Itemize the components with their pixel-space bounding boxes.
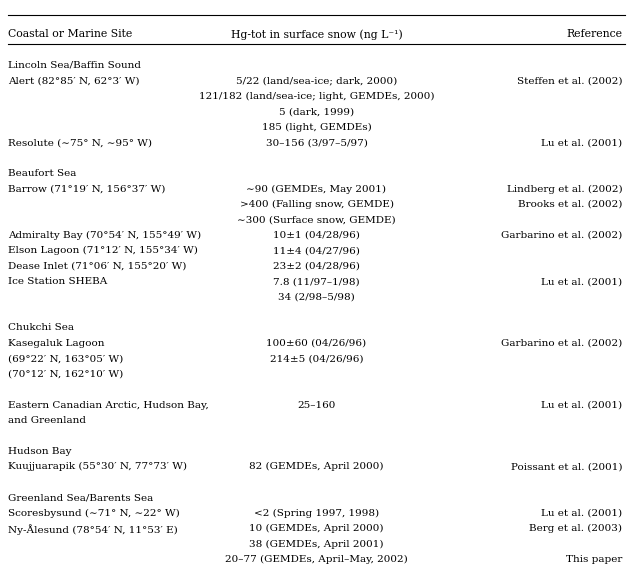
Text: 214±5 (04/26/96): 214±5 (04/26/96) [270, 354, 363, 363]
Text: Kasegaluk Lagoon: Kasegaluk Lagoon [8, 339, 104, 348]
Text: (69°22′ N, 163°05′ W): (69°22′ N, 163°05′ W) [8, 354, 123, 363]
Text: Admiralty Bay (70°54′ N, 155°49′ W): Admiralty Bay (70°54′ N, 155°49′ W) [8, 231, 201, 240]
Text: Brooks et al. (2002): Brooks et al. (2002) [518, 200, 622, 209]
Text: This paper: This paper [566, 555, 622, 564]
Text: Resolute (∼75° N, ∼95° W): Resolute (∼75° N, ∼95° W) [8, 138, 152, 147]
Text: 185 (light, GEMDEs): 185 (light, GEMDEs) [261, 123, 372, 132]
Text: Barrow (71°19′ N, 156°37′ W): Barrow (71°19′ N, 156°37′ W) [8, 184, 165, 193]
Text: Greenland Sea/Barents Sea: Greenland Sea/Barents Sea [8, 493, 153, 502]
Text: Garbarino et al. (2002): Garbarino et al. (2002) [501, 339, 622, 348]
Text: 5 (dark, 1999): 5 (dark, 1999) [279, 107, 354, 116]
Text: ∼300 (Surface snow, GEMDE): ∼300 (Surface snow, GEMDE) [237, 215, 396, 224]
Text: 30–156 (3/97–5/97): 30–156 (3/97–5/97) [266, 138, 367, 147]
Text: 121/182 (land/sea-ice; light, GEMDEs, 2000): 121/182 (land/sea-ice; light, GEMDEs, 20… [199, 92, 434, 101]
Text: and Greenland: and Greenland [8, 416, 85, 425]
Text: Lindberg et al. (2002): Lindberg et al. (2002) [506, 184, 622, 194]
Text: 38 (GEMDEs, April 2001): 38 (GEMDEs, April 2001) [249, 540, 384, 549]
Text: 23±2 (04/28/96): 23±2 (04/28/96) [273, 262, 360, 271]
Text: 7.8 (11/97–1/98): 7.8 (11/97–1/98) [273, 277, 360, 286]
Text: Coastal or Marine Site: Coastal or Marine Site [8, 29, 132, 39]
Text: 34 (2/98–5/98): 34 (2/98–5/98) [278, 293, 355, 302]
Text: <2 (Spring 1997, 1998): <2 (Spring 1997, 1998) [254, 508, 379, 518]
Text: 11±4 (04/27/96): 11±4 (04/27/96) [273, 246, 360, 255]
Text: ∼90 (GEMDEs, May 2001): ∼90 (GEMDEs, May 2001) [246, 184, 387, 194]
Text: Hg-tot in surface snow (ng L⁻¹): Hg-tot in surface snow (ng L⁻¹) [230, 29, 403, 40]
Text: Eastern Canadian Arctic, Hudson Bay,: Eastern Canadian Arctic, Hudson Bay, [8, 401, 208, 410]
Text: Lu et al. (2001): Lu et al. (2001) [541, 508, 622, 518]
Text: 5/22 (land/sea-ice; dark, 2000): 5/22 (land/sea-ice; dark, 2000) [236, 76, 397, 85]
Text: Lu et al. (2001): Lu et al. (2001) [541, 277, 622, 286]
Text: >400 (Falling snow, GEMDE): >400 (Falling snow, GEMDE) [239, 200, 394, 209]
Text: 20–77 (GEMDEs, April–May, 2002): 20–77 (GEMDEs, April–May, 2002) [225, 555, 408, 564]
Text: Beaufort Sea: Beaufort Sea [8, 169, 76, 178]
Text: 25–160: 25–160 [298, 401, 335, 410]
Text: 82 (GEMDEs, April 2000): 82 (GEMDEs, April 2000) [249, 462, 384, 471]
Text: Lincoln Sea/Baffin Sound: Lincoln Sea/Baffin Sound [8, 61, 141, 70]
Text: Kuujjuarapik (55°30′ N, 77°73′ W): Kuujjuarapik (55°30′ N, 77°73′ W) [8, 462, 187, 471]
Text: Garbarino et al. (2002): Garbarino et al. (2002) [501, 231, 622, 240]
Text: Alert (82°85′ N, 62°3′ W): Alert (82°85′ N, 62°3′ W) [8, 76, 139, 85]
Text: 10±1 (04/28/96): 10±1 (04/28/96) [273, 231, 360, 240]
Text: (70°12′ N, 162°10′ W): (70°12′ N, 162°10′ W) [8, 370, 123, 379]
Text: Ice Station SHEBA: Ice Station SHEBA [8, 277, 107, 286]
Text: Steffen et al. (2002): Steffen et al. (2002) [517, 76, 622, 85]
Text: Reference: Reference [566, 29, 622, 39]
Text: Lu et al. (2001): Lu et al. (2001) [541, 401, 622, 410]
Text: Elson Lagoon (71°12′ N, 155°34′ W): Elson Lagoon (71°12′ N, 155°34′ W) [8, 246, 197, 255]
Text: Chukchi Sea: Chukchi Sea [8, 323, 73, 332]
Text: Poissant et al. (2001): Poissant et al. (2001) [511, 462, 622, 471]
Text: Lu et al. (2001): Lu et al. (2001) [541, 138, 622, 147]
Text: Hudson Bay: Hudson Bay [8, 447, 71, 456]
Text: 10 (GEMDEs, April 2000): 10 (GEMDEs, April 2000) [249, 524, 384, 533]
Text: 100±60 (04/26/96): 100±60 (04/26/96) [266, 339, 367, 348]
Text: Scoresbysund (∼71° N, ∼22° W): Scoresbysund (∼71° N, ∼22° W) [8, 508, 179, 518]
Text: Berg et al. (2003): Berg et al. (2003) [529, 524, 622, 533]
Text: Ny-Ålesund (78°54′ N, 11°53′ E): Ny-Ålesund (78°54′ N, 11°53′ E) [8, 524, 177, 535]
Text: Dease Inlet (71°06′ N, 155°20′ W): Dease Inlet (71°06′ N, 155°20′ W) [8, 262, 186, 271]
